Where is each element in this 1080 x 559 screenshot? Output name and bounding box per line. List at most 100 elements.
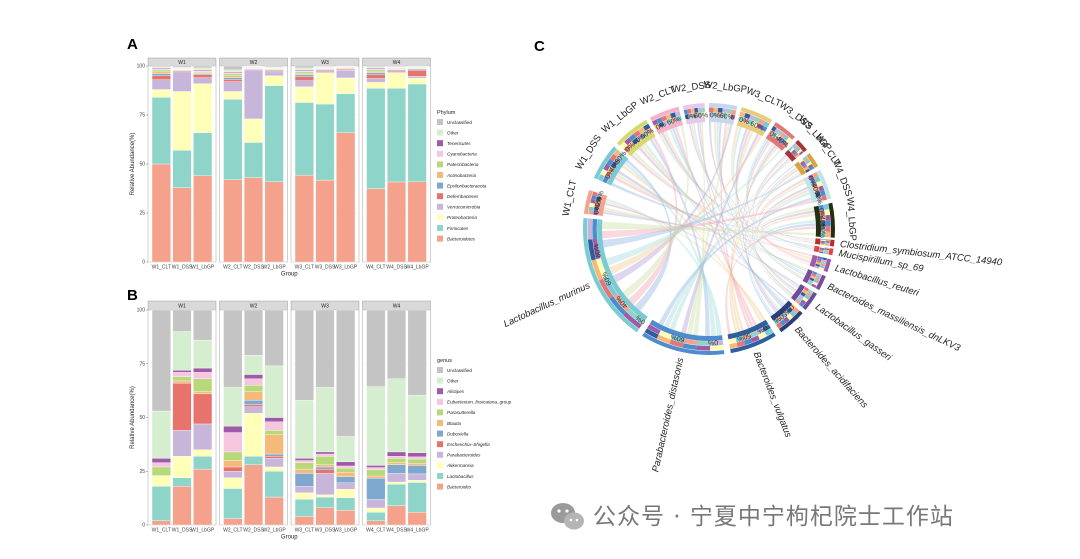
- bar-segment-w4-clt-unclassified: [366, 309, 386, 387]
- composition-segment: [602, 176, 609, 184]
- composition-segment: [798, 158, 804, 164]
- composition-segment: [730, 114, 736, 120]
- legend-label-deferribacteres: Deferribacteres: [447, 194, 479, 199]
- bar-segment-w2-dss-blautia: [244, 391, 263, 401]
- legend-title: Phylum: [437, 110, 456, 116]
- bar-segment-w2-dss-other: [244, 354, 263, 375]
- group-label-w1-dss: W1_DSS: [574, 133, 604, 172]
- bar-segment-w3-dss-alistipes: [315, 451, 335, 455]
- composition-segment: [595, 200, 601, 205]
- x-tick-label: W1_DSS: [172, 528, 193, 534]
- legend-swatch-patescibacteria: [437, 161, 443, 168]
- inner-ring-segment: [791, 143, 797, 148]
- panel-letter: B: [127, 287, 138, 304]
- legend-swatch-other: [437, 129, 443, 136]
- bar-segment-w2-lbgp-other: [264, 365, 284, 418]
- bar-segment-w2-lbgp-unclassified: [264, 309, 284, 367]
- bar-segment-w3-clt-lactobacillus: [294, 499, 314, 517]
- bar-segment-w1-lbgp-lactobacillus: [193, 456, 213, 470]
- composition-segment: [647, 324, 661, 335]
- bar-segment-w3-clt-akkermansia: [294, 492, 314, 500]
- x-tick-label: W1_DSS: [172, 265, 193, 271]
- legend-label-proteobacteria: Proteobacteria: [447, 215, 477, 220]
- bar-segment-w3-dss-bacteroides: [315, 507, 335, 526]
- scale-tick-label: 0%: [817, 208, 825, 219]
- taxon-label-bacteroides-massiliensis-dnlkv3: Bacteroides_massiliensis_dnLKV3: [826, 281, 963, 354]
- bar-segment-w3-clt-patescibacteria: [294, 71, 314, 75]
- composition-segment: [802, 164, 808, 169]
- inner-ring-segment: [609, 296, 627, 315]
- bar-segment-w4-lbgp-bacteroides: [407, 512, 427, 526]
- taxon-track-lactobacillus-gasseri: [790, 284, 806, 301]
- composition-segment: [808, 174, 815, 181]
- inner-ring-segment: [764, 328, 774, 337]
- bar-segment-w3-dss-dubosiella: [315, 466, 335, 470]
- x-tick-label: W1_CLT: [152, 265, 171, 271]
- outer-arc-w2-clt: [649, 106, 680, 122]
- bar-segment-w4-lbgp-parasutterella: [407, 458, 427, 464]
- inner-ring-segment: [779, 319, 787, 326]
- legend-label-bacteroidetes: Bacteroidetes: [447, 236, 476, 241]
- composition-segment: [603, 276, 618, 296]
- composition-segment: [717, 112, 723, 118]
- outer-arc-w1-clt: [583, 190, 593, 215]
- chord-link: [761, 210, 815, 252]
- chord-link: [622, 125, 690, 298]
- scale-tick-label: 0%: [756, 323, 768, 334]
- composition-segment: [667, 118, 674, 125]
- bar-segment-w4-clt-lactobacillus: [366, 512, 386, 521]
- inner-ring-segment: [815, 275, 821, 280]
- composition-segment: [803, 166, 809, 171]
- bar-segment-w1-dss-alistipes: [172, 370, 192, 373]
- composition-segment: [820, 239, 826, 242]
- inner-ring-segment: [694, 107, 699, 113]
- bar-segment-w1-lbgp-escherichia-shigella: [193, 393, 213, 425]
- legend-label-unclassified: Unclassified: [447, 120, 472, 125]
- composition-segment: [592, 238, 601, 260]
- bar-segment-w4-clt-proteobacteria: [366, 82, 386, 89]
- taxon-label-bacteroides-vulgatus: Bacteroides_vulgatus: [751, 350, 794, 439]
- inner-ring-segment: [670, 112, 677, 119]
- legend-swatch-parasutterella: [437, 409, 443, 416]
- composition-segment: [592, 218, 598, 240]
- bar-segment-w4-dss-bacteroides: [387, 505, 406, 526]
- inner-ring-segment: [744, 113, 751, 120]
- bar-segment-w3-lbgp-lactobacillus: [336, 497, 356, 511]
- scale-tick-label: 40%: [810, 183, 821, 199]
- group-label-w4-lbgp: W4_LbGP: [844, 197, 858, 241]
- inner-ring-segment: [713, 107, 719, 113]
- taxon-track-mucispirillum-sp-69: [813, 245, 820, 253]
- x-tick-label: W4_CLT: [366, 265, 385, 271]
- scale-tick-label: 60%: [812, 190, 823, 205]
- bar-segment-w1-dss-unclassified: [172, 309, 192, 332]
- bar-segment-w3-clt-firmicutes: [294, 102, 314, 176]
- bar-segment-w3-lbgp-proteobacteria: [336, 77, 356, 94]
- composition-segment: [696, 340, 711, 346]
- inner-ring-segment: [805, 291, 812, 297]
- inner-ring-segment: [683, 109, 689, 115]
- inner-ring-segment: [792, 307, 800, 314]
- legend-label-parabacteroides: Parabacteroides: [447, 453, 481, 458]
- legend-swatch-dubosiella: [437, 430, 443, 437]
- bar-segment-w4-dss-dubosiella: [387, 464, 406, 474]
- bar-segment-w4-lbgp-verrucomicrobia: [407, 75, 427, 79]
- chord-link: [606, 149, 782, 266]
- inner-ring-segment: [701, 107, 705, 113]
- x-tick-label: W3_CLT: [295, 528, 314, 534]
- bar-segment-w3-clt-other: [294, 67, 314, 71]
- bar-segment-w2-lbgp-dubosiella: [264, 453, 284, 457]
- composition-segment: [593, 207, 599, 212]
- chord-link: [674, 126, 757, 326]
- inner-ring-segment: [730, 109, 737, 115]
- composition-segment: [658, 121, 665, 128]
- bar-segment-w4-clt-epsilonbacteraeota: [366, 72, 386, 75]
- composition-segment: [780, 138, 786, 145]
- bar-segment-w3-clt-bacteroidetes: [294, 175, 314, 263]
- bar-segment-w4-lbgp-firmicutes: [407, 83, 427, 182]
- inner-ring-segment: [822, 257, 827, 261]
- inner-ring-segment: [598, 278, 614, 299]
- bar-segment-w3-lbgp-unclassified: [336, 309, 356, 437]
- inner-ring-segment: [749, 114, 756, 121]
- bar-segment-w1-dss-bacteroides: [172, 486, 192, 526]
